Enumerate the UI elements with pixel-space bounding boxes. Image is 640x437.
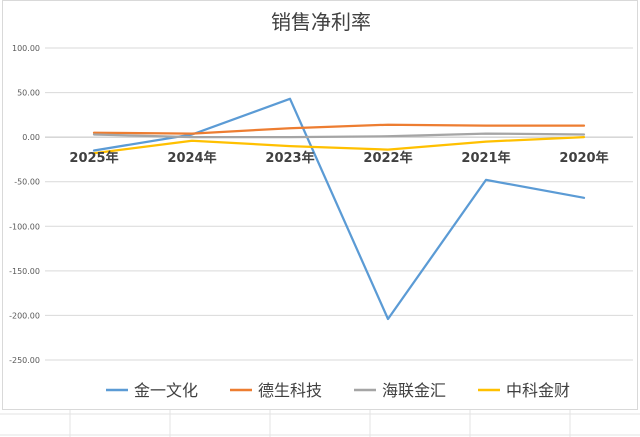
y-axis-tick-labels: 100.00 50.00 0.00 -50.00 -100.00 -150.00 -200.… bbox=[9, 44, 40, 365]
legend-label: 中科金财 bbox=[506, 381, 570, 400]
series-line bbox=[92, 97, 586, 321]
series-line bbox=[92, 135, 586, 155]
series-lines bbox=[92, 97, 586, 321]
series-line bbox=[92, 123, 586, 135]
y-tick-label: 50.00 bbox=[17, 89, 40, 98]
series-line bbox=[92, 132, 586, 139]
y-tick-label: 100.00 bbox=[12, 44, 40, 53]
y-tick-label: 0.00 bbox=[22, 133, 40, 142]
x-tick-label: 2024年 bbox=[167, 150, 216, 166]
gridlines bbox=[45, 47, 633, 361]
legend: 金一文化 德生科技 海联金汇 中科金财 bbox=[106, 381, 570, 400]
legend-label: 德生科技 bbox=[258, 381, 322, 400]
y-tick-label: -200.00 bbox=[9, 311, 40, 320]
chart-area[interactable]: 销售净利率 100.00 50.00 0.00 -50.00 -100.00 -150.0… bbox=[2, 0, 638, 410]
legend-label: 海联金汇 bbox=[382, 381, 446, 400]
chart-title: 销售净利率 bbox=[271, 10, 371, 34]
y-tick-label: -50.00 bbox=[14, 178, 40, 187]
x-axis-tick-labels: 2025年 2024年 2023年 2022年 2021年 2020年 bbox=[69, 150, 608, 166]
x-tick-label: 2023年 bbox=[265, 150, 314, 166]
x-tick-label: 2022年 bbox=[363, 150, 412, 166]
x-tick-label: 2025年 bbox=[69, 150, 118, 166]
x-tick-label: 2020年 bbox=[559, 150, 608, 166]
y-tick-label: -150.00 bbox=[9, 267, 40, 276]
y-tick-label: -250.00 bbox=[9, 356, 40, 365]
legend-label: 金一文化 bbox=[134, 381, 198, 400]
x-tick-label: 2021年 bbox=[461, 150, 510, 166]
line-chart: 销售净利率 100.00 50.00 0.00 -50.00 -100.00 -150.0… bbox=[9, 10, 633, 400]
y-tick-label: -100.00 bbox=[9, 222, 40, 231]
